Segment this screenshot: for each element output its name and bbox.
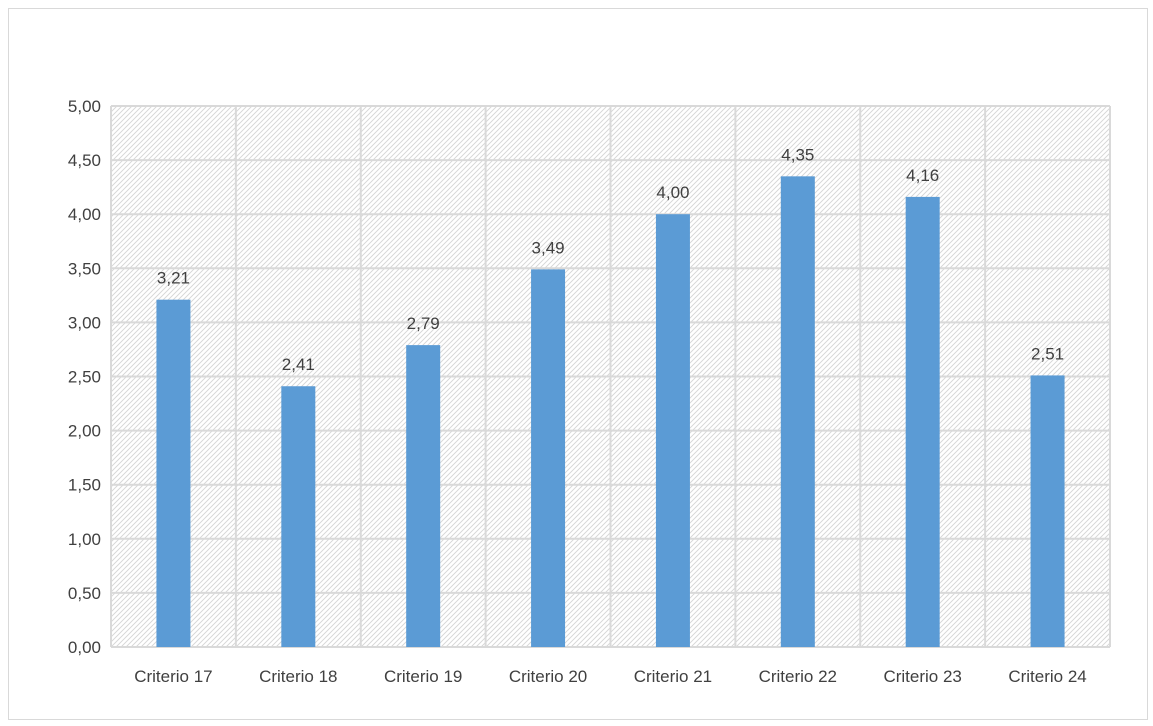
x-tick-label: Criterio 20	[509, 667, 587, 686]
y-tick-label: 1,50	[68, 476, 101, 495]
y-tick-label: 3,50	[68, 259, 101, 278]
data-label: 2,41	[282, 355, 315, 374]
labels: 0,00 0,50 1,00 1,50 2,00 2,50 3,00 3,50 4,00 4,50…	[68, 97, 1087, 686]
y-tick-label: 2,50	[68, 368, 101, 387]
x-tick-label: Criterio 21	[634, 667, 712, 686]
y-tick-label: 1,00	[68, 530, 101, 549]
data-label: 4,16	[906, 166, 939, 185]
data-label: 3,21	[157, 269, 190, 288]
x-tick-label: Criterio 23	[883, 667, 961, 686]
bar	[655, 214, 690, 647]
bar	[531, 269, 566, 647]
x-tick-label: Criterio 19	[384, 667, 462, 686]
bar	[406, 345, 441, 647]
y-tick-label: 0,00	[68, 638, 101, 657]
y-tick-label: 0,50	[68, 584, 101, 603]
x-tick-label: Criterio 22	[759, 667, 837, 686]
bar	[780, 176, 815, 647]
x-tick-label: Criterio 24	[1008, 667, 1086, 686]
gridlines	[110, 105, 1111, 648]
bars	[156, 176, 1065, 647]
data-label: 4,00	[656, 183, 689, 202]
x-tick-label: Criterio 18	[259, 667, 337, 686]
data-label: 3,49	[532, 238, 565, 257]
bar	[1030, 375, 1065, 647]
bar	[905, 196, 940, 647]
chart-area: 0,00 0,50 1,00 1,50 2,00 2,50 3,00 3,50 4,00 4,50…	[8, 8, 1148, 720]
x-tick-label: Criterio 17	[134, 667, 212, 686]
data-label: 2,79	[407, 314, 440, 333]
bar-chart: 0,00 0,50 1,00 1,50 2,00 2,50 3,00 3,50 4,00 4,50…	[68, 97, 1111, 686]
y-tick-label: 5,00	[68, 97, 101, 116]
y-tick-label: 4,00	[68, 205, 101, 224]
data-label: 2,51	[1031, 344, 1064, 363]
y-tick-label: 4,50	[68, 151, 101, 170]
y-tick-label: 2,00	[68, 422, 101, 441]
y-tick-label: 3,00	[68, 313, 101, 332]
data-label: 4,35	[781, 145, 814, 164]
bar	[156, 299, 191, 647]
bar	[281, 386, 316, 647]
